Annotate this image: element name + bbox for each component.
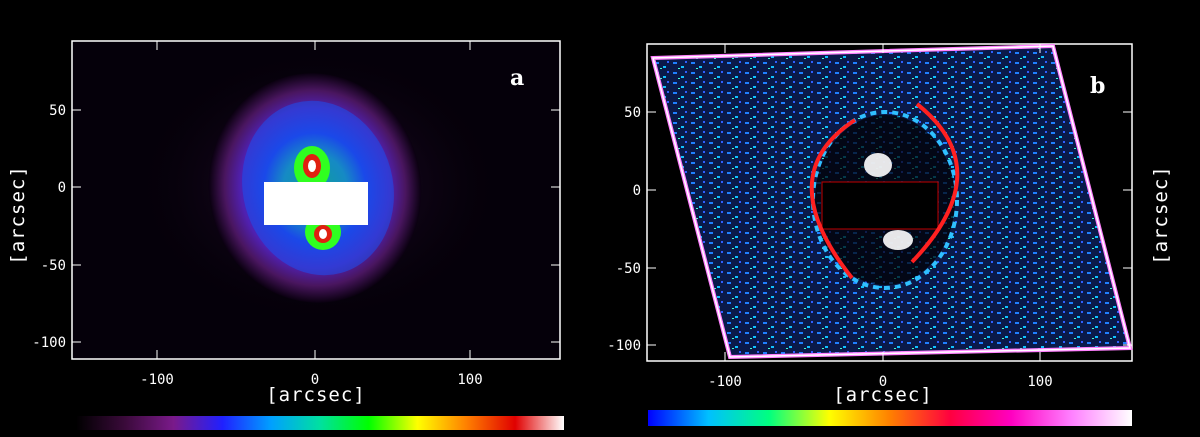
- y-tick-label: 50: [624, 105, 641, 121]
- panel-a-letter: a: [510, 65, 524, 91]
- y-tick-label: -50: [616, 261, 641, 277]
- lobe-south-core: [319, 229, 327, 239]
- colorbar-a: [76, 416, 564, 430]
- y-tick-label: -100: [32, 335, 66, 351]
- panel-b: b -100 0 100 50 0 -50 -100 [arcsec] [arc…: [600, 0, 1200, 437]
- x-tick-label: 0: [879, 374, 887, 390]
- left-arc: [809, 118, 857, 280]
- colorbar-b: [648, 410, 1132, 426]
- x-tick-label: 0: [311, 372, 319, 388]
- x-tick-label: 100: [1027, 374, 1052, 390]
- occulting-mask: [264, 182, 368, 225]
- x-tick-label: -100: [140, 372, 174, 388]
- nebula-rim: [811, 110, 959, 290]
- panel-b-letter: b: [1090, 73, 1105, 99]
- lobe-north: [864, 153, 892, 177]
- panel-b-plot: b -100 0 100 50 0 -50 -100 [arcsec] [arc…: [607, 43, 1172, 406]
- lobe-north-core: [308, 160, 316, 172]
- y-tick-label: 50: [49, 103, 66, 119]
- lobe-south: [883, 230, 913, 250]
- y-tick-label: 0: [58, 180, 66, 196]
- panel-a-plot: a -100 0 100 50 0 -50 -100 [arcsec] [arc…: [7, 36, 561, 406]
- x-tick-label: 100: [457, 372, 482, 388]
- y-tick-label: -50: [41, 258, 66, 274]
- x-axis-label: [arcsec]: [266, 384, 366, 406]
- y-tick-label: 0: [633, 183, 641, 199]
- y-axis-label: [arcsec]: [1150, 165, 1172, 265]
- x-axis-label: [arcsec]: [833, 384, 933, 406]
- x-tick-label: -100: [708, 374, 742, 390]
- right-arc: [910, 102, 960, 264]
- y-axis-label: [arcsec]: [7, 165, 29, 265]
- y-tick-label: -100: [607, 338, 641, 354]
- panel-a: a -100 0 100 50 0 -50 -100 [arcsec] [arc…: [7, 36, 564, 430]
- occulting-mask: [821, 181, 939, 230]
